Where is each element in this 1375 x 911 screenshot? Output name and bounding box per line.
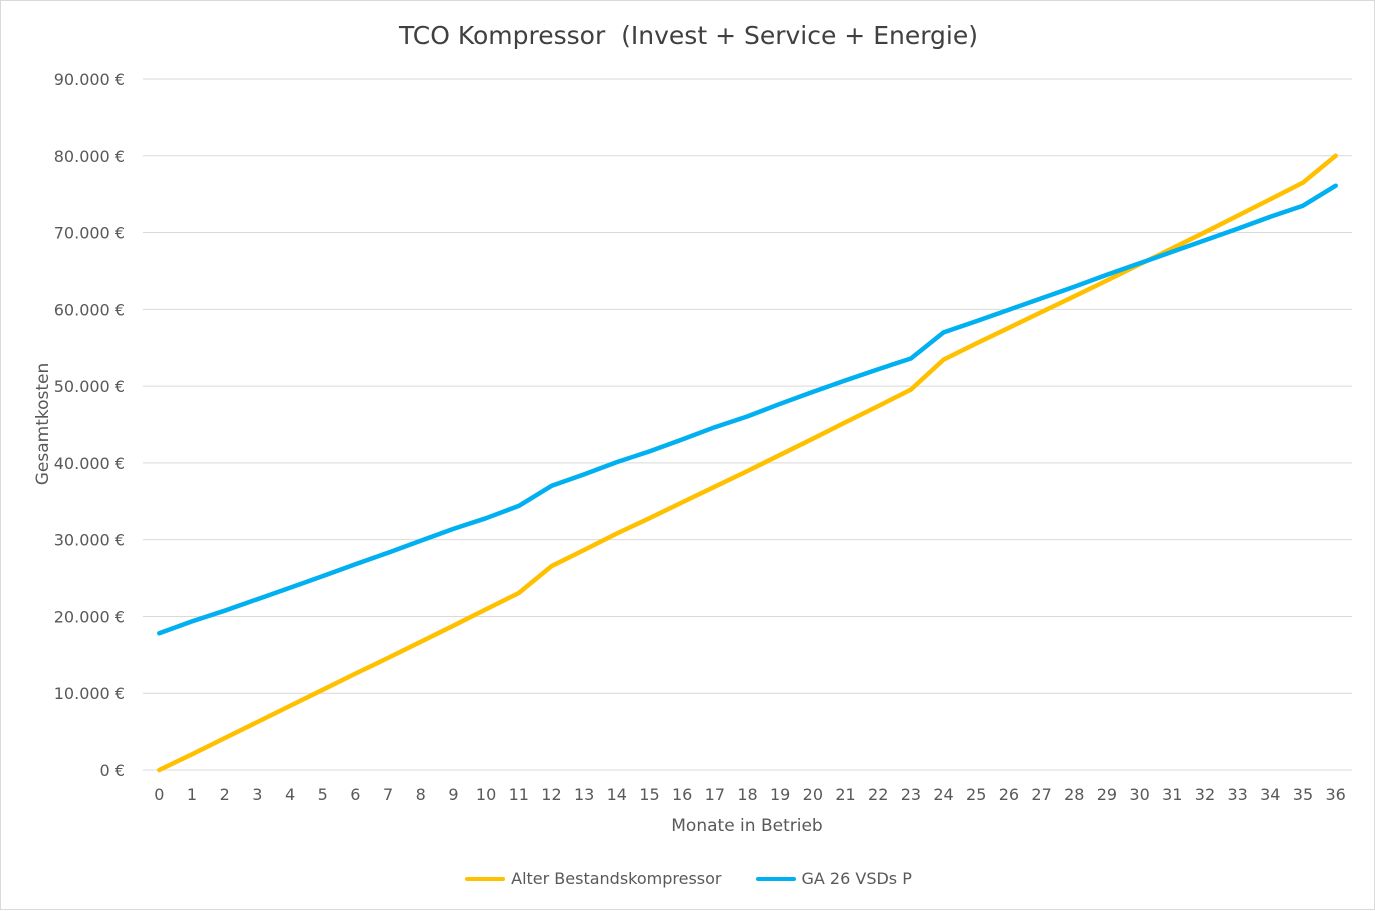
legend-item-ga-26-vsds-p: GA 26 VSDs P [755,869,912,888]
y-tick-label: 30.000 € [54,531,125,550]
x-tick-label: 29 [1097,785,1117,804]
x-tick-label: 20 [803,785,823,804]
legend-item-alter-bestandskompressor: Alter Bestandskompressor [465,869,722,888]
y-axis-label: Gesamtkosten [33,363,53,486]
legend: Alter Bestandskompressor GA 26 VSDs P [1,869,1375,888]
x-tick-label: 1 [187,785,197,804]
legend-swatch-yellow [465,876,506,881]
x-tick-label: 2 [220,785,230,804]
y-tick-label: 20.000 € [54,607,125,626]
x-tick-label: 34 [1260,785,1280,804]
legend-swatch-blue [755,876,796,881]
x-tick-label: 9 [448,785,458,804]
x-tick-label: 16 [672,785,692,804]
y-tick-label: 0 € [100,761,125,780]
x-tick-label: 4 [285,785,295,804]
x-tick-label: 32 [1195,785,1215,804]
x-tick-label: 36 [1325,785,1345,804]
x-tick-label: 28 [1064,785,1084,804]
x-tick-label: 11 [509,785,529,804]
x-tick-label: 3 [252,785,262,804]
x-tick-label: 23 [901,785,921,804]
series-line-ga-26-vsds-p [157,183,1338,636]
x-axis-label: Monate in Betrieb [671,816,822,836]
x-tick-label: 12 [541,785,561,804]
series-lines [157,153,1338,773]
x-tick-label: 25 [966,785,986,804]
y-tick-label: 60.000 € [54,300,125,319]
x-tick-label: 24 [933,785,953,804]
x-tick-label: 17 [705,785,725,804]
x-tick-label: 21 [835,785,855,804]
x-tick-label: 19 [770,785,790,804]
y-tick-label: 70.000 € [54,224,125,243]
y-axis-ticks: 0 € 10.000 € 20.000 € 30.000 € 40.000 € 50.00… [54,70,125,780]
x-tick-label: 33 [1227,785,1247,804]
x-tick-label: 7 [383,785,393,804]
gridlines [143,78,1352,771]
y-tick-label: 40.000 € [54,454,125,473]
x-tick-label: 35 [1293,785,1313,804]
x-tick-label: 10 [476,785,496,804]
x-tick-label: 0 [154,785,164,804]
x-tick-label: 13 [574,785,594,804]
y-tick-label: 10.000 € [54,684,125,703]
x-tick-label: 14 [607,785,627,804]
x-tick-label: 8 [416,785,426,804]
x-tick-label: 30 [1129,785,1149,804]
x-tick-label: 22 [868,785,888,804]
x-axis-ticks: 0 1 2 3 4 5 6 7 8 9 10 11 12 13 14 15 16 17 18 19 20 21 22 23 24… [154,785,1346,804]
legend-label: GA 26 VSDs P [801,869,912,888]
y-tick-label: 50.000 € [54,377,125,396]
x-tick-label: 15 [639,785,659,804]
x-tick-label: 6 [350,785,360,804]
x-tick-label: 27 [1031,785,1051,804]
x-tick-label: 26 [999,785,1019,804]
y-tick-label: 80.000 € [54,147,125,166]
chart-title: TCO Kompressor (Invest + Service + Energ… [398,21,979,50]
y-tick-label: 90.000 € [54,70,125,89]
x-tick-label: 31 [1162,785,1182,804]
legend-label: Alter Bestandskompressor [511,869,722,888]
x-tick-label: 18 [737,785,757,804]
x-tick-label: 5 [318,785,328,804]
